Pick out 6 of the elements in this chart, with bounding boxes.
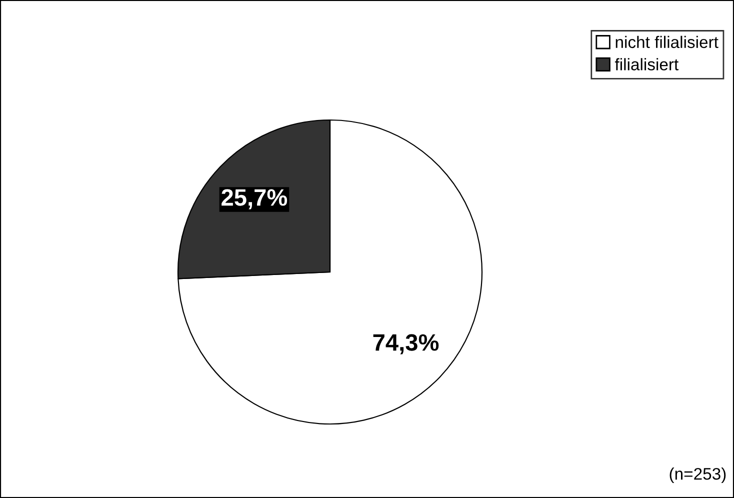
legend-label: nicht filialisiert	[616, 36, 718, 48]
data-label: 74,3%	[373, 334, 439, 354]
pie-slice	[178, 119, 483, 425]
text: (n=253)	[670, 468, 726, 484]
data-label: 25,7%	[222, 189, 288, 210]
legend-label: filialisiert	[614, 58, 679, 70]
